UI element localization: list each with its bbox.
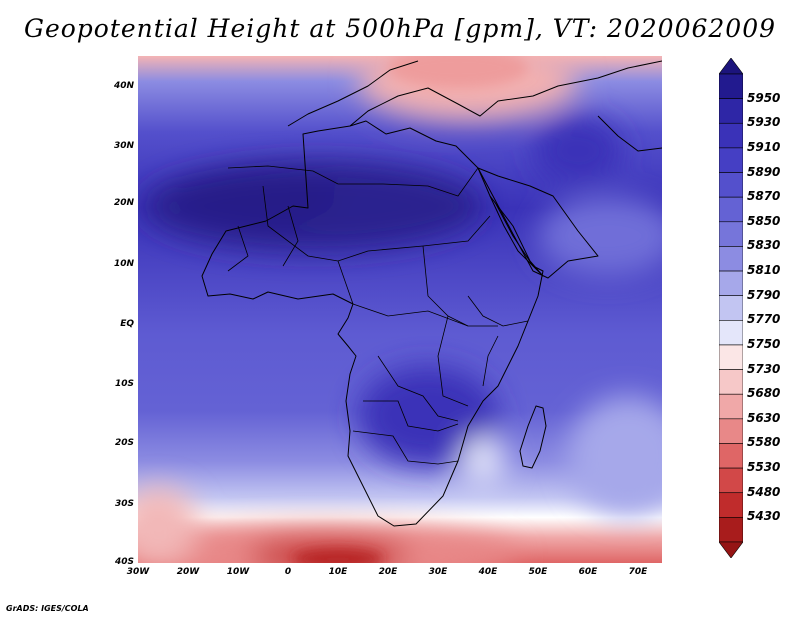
- country-borders: [227, 165, 529, 465]
- colorbar-segment: [719, 270, 743, 296]
- colorbar-label: 5750: [747, 336, 781, 351]
- lat-label-40n: 40N: [113, 81, 134, 91]
- lon-label-30e: 30E: [428, 567, 448, 577]
- colorbar-segment: [719, 196, 743, 223]
- lon-label-50e: 50E: [528, 567, 548, 577]
- coastlines: [201, 60, 662, 527]
- colorbar-label: 5810: [747, 263, 781, 278]
- colorbar-segment: [719, 246, 743, 272]
- geopotential-map: [138, 56, 662, 563]
- colorbar-segment: [719, 344, 743, 370]
- colorbar-label: 5480: [747, 484, 781, 499]
- colorbar-segment: [719, 73, 743, 99]
- lon-label-60e: 60E: [578, 567, 598, 577]
- colorbar-segment: [719, 98, 743, 124]
- colorbar-label: 5730: [747, 361, 781, 376]
- colorbar-label: 5910: [747, 139, 781, 154]
- colorbar-segment: [719, 467, 743, 494]
- colorbar-segment: [719, 517, 743, 543]
- colorbar-label: 5830: [747, 238, 781, 253]
- lon-label-70e: 70E: [628, 567, 648, 577]
- lon-label-40e: 40E: [478, 567, 498, 577]
- lat-label-20n: 20N: [113, 198, 134, 208]
- lat-label-30n: 30N: [113, 141, 134, 151]
- lat-label-10n: 10N: [113, 259, 134, 269]
- map-title: Geopotential Height at 500hPa [gpm], VT:…: [23, 14, 777, 43]
- lat-label-30s: 30S: [114, 499, 134, 509]
- lon-label-10w: 10W: [226, 567, 250, 577]
- colorbar-label: 5530: [747, 460, 781, 475]
- colorbar-segment: [719, 492, 743, 518]
- colorbar-label: 5890: [747, 164, 781, 179]
- colorbar-label: 5770: [747, 312, 781, 327]
- colorbar-segment: [719, 147, 743, 173]
- colorbar-label: 5790: [747, 287, 781, 302]
- colorbar-segment: [719, 369, 743, 395]
- colorbar-label: 5430: [747, 509, 781, 524]
- colorbar-label: 5930: [747, 115, 781, 130]
- colorbar-segment: [719, 443, 743, 469]
- colorbar-label: 5950: [747, 90, 781, 105]
- lon-label-0: 0: [284, 567, 292, 577]
- colorbar-bottom-arrow: [719, 541, 743, 558]
- colorbar-segment: [719, 320, 743, 346]
- colorbar-segment: [719, 295, 743, 321]
- lat-label-40s: 40S: [114, 557, 134, 567]
- colorbar-segment: [719, 221, 743, 247]
- colorbar-label: 5630: [747, 410, 781, 425]
- colorbar-label: 5870: [747, 189, 781, 204]
- lat-label-10s: 10S: [114, 379, 134, 389]
- field-anomalies: [138, 56, 662, 563]
- colorbar-segment: [719, 122, 743, 149]
- colorbar-label: 5850: [747, 213, 781, 228]
- colorbar-segment: [719, 418, 743, 444]
- grads-credit: GrADS: IGES/COLA: [6, 604, 89, 613]
- colorbar-label: 5580: [747, 435, 781, 450]
- lon-label-30w: 30W: [126, 567, 150, 577]
- lat-label-20s: 20S: [114, 438, 134, 448]
- colorbar-segment: [719, 172, 743, 198]
- lon-label-10e: 10E: [328, 567, 348, 577]
- colorbar-segment: [719, 393, 743, 420]
- lon-label-20w: 20W: [176, 567, 200, 577]
- lon-label-20e: 20E: [378, 567, 398, 577]
- colorbar-top-arrow: [719, 58, 743, 75]
- lat-label-eq: EQ: [120, 319, 134, 329]
- colorbar-label: 5680: [747, 386, 781, 401]
- colorbar: [719, 58, 743, 558]
